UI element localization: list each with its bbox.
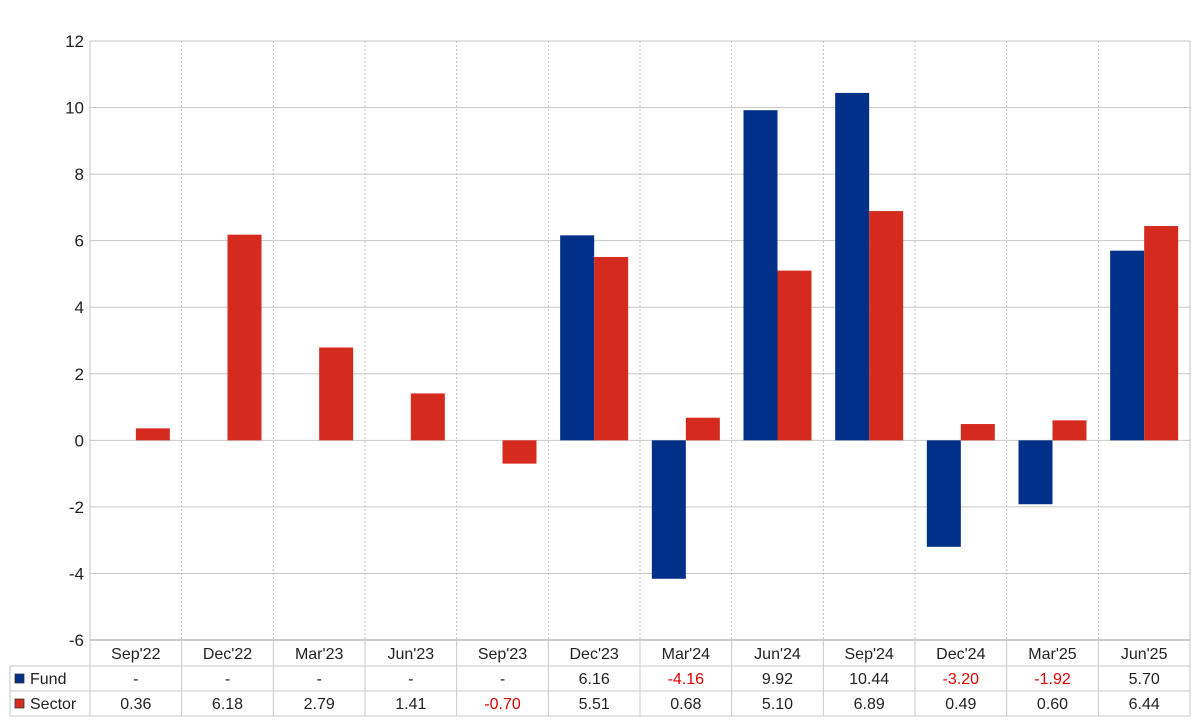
bar-sector — [1144, 226, 1179, 441]
data-label-sector: 5.51 — [579, 696, 610, 713]
y-tick-label: -6 — [69, 631, 84, 650]
x-tick-label: Dec'22 — [203, 646, 252, 663]
y-tick-label: 4 — [75, 298, 84, 317]
legend-swatch-fund — [14, 673, 25, 684]
data-label-fund: - — [225, 671, 230, 688]
bar-fund — [560, 235, 595, 441]
data-label-fund: -4.16 — [668, 671, 705, 688]
data-label-sector: 2.79 — [304, 696, 335, 713]
bar-fund — [1018, 440, 1053, 505]
x-tick-label: Dec'24 — [936, 646, 985, 663]
y-axis: 12 10 8 6 4 2 0 -2 -4 -6 — [65, 32, 84, 650]
data-label-fund: 9.92 — [762, 671, 793, 688]
bar-sector — [135, 428, 170, 441]
data-label-fund: 5.70 — [1129, 671, 1160, 688]
bar-sector — [960, 424, 995, 441]
data-table: Sep'22 Dec'22 Mar'23 Jun'23 Sep'23 Dec'23 Mar'… — [9, 639, 1191, 717]
data-label-fund: -3.20 — [943, 671, 980, 688]
y-tick-label: 2 — [75, 365, 84, 384]
data-label-fund: -1.92 — [1034, 671, 1071, 688]
y-tick-label: 10 — [65, 99, 84, 118]
x-tick-label: Mar'23 — [295, 646, 344, 663]
x-tick-label: Sep'24 — [845, 646, 894, 663]
x-tick-label: Dec'23 — [570, 646, 619, 663]
data-label-fund: - — [317, 671, 322, 688]
data-label-fund: - — [133, 671, 138, 688]
y-tick-label: -4 — [69, 564, 84, 583]
data-label-sector: 5.10 — [762, 696, 793, 713]
bar-fund — [743, 110, 778, 441]
data-label-sector: 1.41 — [395, 696, 426, 713]
bar-fund — [835, 92, 870, 441]
bar-fund — [651, 440, 686, 579]
data-label-sector: 6.89 — [854, 696, 885, 713]
data-label-sector: 6.44 — [1129, 696, 1160, 713]
y-tick-label: -2 — [69, 498, 84, 517]
data-label-fund: 6.16 — [579, 671, 610, 688]
x-tick-label: Jun'23 — [388, 646, 435, 663]
legend-label-fund: Fund — [30, 671, 66, 688]
x-tick-label: Mar'25 — [1028, 646, 1077, 663]
y-tick-label: 8 — [75, 165, 84, 184]
bar-sector — [502, 440, 537, 464]
data-label-fund: - — [408, 671, 413, 688]
y-tick-label: 6 — [75, 232, 84, 251]
bar-fund — [1110, 250, 1145, 441]
bar-fund — [926, 440, 961, 547]
data-label-fund: - — [500, 671, 505, 688]
data-label-sector: 0.49 — [945, 696, 976, 713]
data-label-fund: 10.44 — [849, 671, 889, 688]
bar-sector — [410, 393, 445, 441]
y-tick-label: 12 — [65, 32, 84, 51]
data-label-sector: 0.68 — [670, 696, 701, 713]
bar-sector — [685, 417, 720, 441]
bar-sector — [1052, 420, 1087, 441]
data-label-sector: 0.60 — [1037, 696, 1068, 713]
bar-sector — [594, 256, 629, 441]
bar-sector — [227, 234, 262, 441]
bars — [135, 92, 1179, 579]
bar-sector — [777, 270, 812, 441]
x-tick-label: Sep'22 — [111, 646, 160, 663]
y-tick-label: 0 — [75, 431, 84, 450]
legend-swatch-sector — [14, 698, 25, 709]
x-tick-label: Mar'24 — [662, 646, 711, 663]
data-label-sector: 6.18 — [212, 696, 243, 713]
x-tick-label: Sep'23 — [478, 646, 527, 663]
data-label-sector: 0.36 — [120, 696, 151, 713]
x-tick-label: Jun'25 — [1121, 646, 1168, 663]
bar-sector — [869, 211, 904, 441]
data-label-sector: -0.70 — [484, 696, 521, 713]
x-tick-label: Jun'24 — [754, 646, 801, 663]
legend-label-sector: Sector — [30, 696, 77, 713]
bar-sector — [319, 347, 354, 441]
